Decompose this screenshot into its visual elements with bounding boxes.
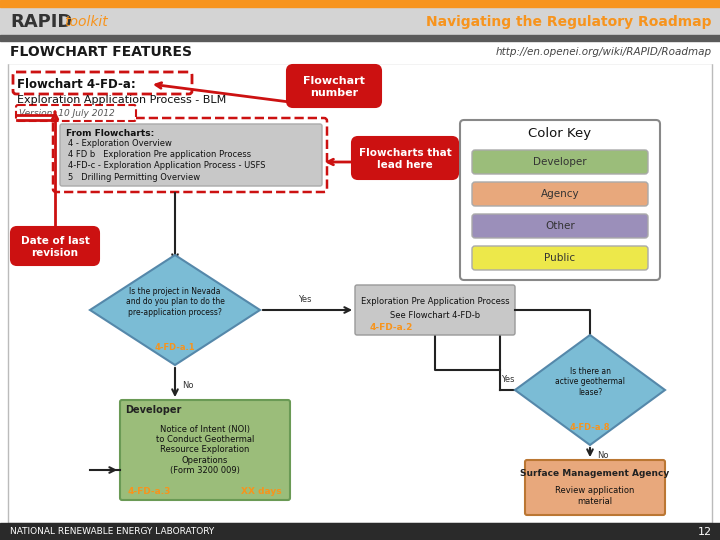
Text: 4-FD-c - Exploration Application Process - USFS: 4-FD-c - Exploration Application Process… [68,161,266,171]
Text: No: No [182,381,194,389]
Text: http://en.openei.org/wiki/RAPID/Roadmap: http://en.openei.org/wiki/RAPID/Roadmap [496,47,712,57]
FancyBboxPatch shape [472,182,648,206]
Text: Yes: Yes [298,295,312,304]
Text: Navigating the Regulatory Roadmap: Navigating the Regulatory Roadmap [426,15,712,29]
FancyBboxPatch shape [287,65,381,107]
Text: FLOWCHART FEATURES: FLOWCHART FEATURES [10,45,192,59]
Text: toolkit: toolkit [64,15,108,29]
Text: Developer: Developer [125,405,181,415]
FancyBboxPatch shape [60,124,322,186]
Text: Exploration Application Process - BLM: Exploration Application Process - BLM [17,95,226,105]
Text: 4-FD-a.1: 4-FD-a.1 [155,343,195,353]
Text: Flowcharts that
lead here: Flowcharts that lead here [359,148,451,170]
Text: Version: 10 July 2012: Version: 10 July 2012 [19,110,114,118]
Text: NATIONAL RENEWABLE ENERGY LABORATORY: NATIONAL RENEWABLE ENERGY LABORATORY [10,528,215,537]
FancyBboxPatch shape [53,118,327,192]
FancyBboxPatch shape [120,400,290,500]
FancyBboxPatch shape [352,137,458,179]
Text: Agency: Agency [541,189,580,199]
FancyBboxPatch shape [472,246,648,270]
FancyBboxPatch shape [16,105,136,121]
Text: Notice of Intent (NOI)
to Conduct Geothermal
Resource Exploration
Operations
(Fo: Notice of Intent (NOI) to Conduct Geothe… [156,424,254,475]
Text: 4 FD b   Exploration Pre application Process: 4 FD b Exploration Pre application Proce… [68,150,251,159]
Text: Date of last
revision: Date of last revision [21,236,89,258]
Text: 4 - Exploration Overview: 4 - Exploration Overview [68,138,172,147]
FancyBboxPatch shape [525,460,665,515]
Bar [0,35,720,41]
FancyBboxPatch shape [472,150,648,174]
Text: Other: Other [545,221,575,231]
Bar [0,0,720,7]
Text: Is the project in Nevada
and do you plan to do the
pre-application process?: Is the project in Nevada and do you plan… [125,287,225,317]
Bar [0,41,720,63]
Text: Yes: Yes [501,375,515,384]
FancyBboxPatch shape [355,285,515,335]
Text: See Flowchart 4-FD-b: See Flowchart 4-FD-b [390,310,480,320]
Text: 5   Drilling Permitting Overview: 5 Drilling Permitting Overview [68,173,200,182]
Bar [8,63,712,523]
Text: 4-FD-a.3: 4-FD-a.3 [128,487,171,496]
FancyBboxPatch shape [460,120,660,280]
Text: Developer: Developer [534,157,587,167]
Text: Flowchart
number: Flowchart number [303,76,365,98]
Text: Exploration Pre Application Process: Exploration Pre Application Process [361,298,509,307]
Text: From Flowcharts:: From Flowcharts: [66,129,154,138]
Text: Surface Management Agency: Surface Management Agency [521,469,670,478]
Text: XX days: XX days [241,487,282,496]
Text: Is there an
active geothermal
lease?: Is there an active geothermal lease? [555,367,625,397]
Text: 12: 12 [698,527,712,537]
Bar [0,523,720,540]
FancyBboxPatch shape [13,72,192,94]
FancyBboxPatch shape [472,214,648,238]
Bar [0,7,720,35]
Polygon shape [90,255,260,365]
Text: 4-FD-a.2: 4-FD-a.2 [370,322,413,332]
Text: Color Key: Color Key [528,127,592,140]
Text: No: No [597,450,608,460]
Text: Review application
material: Review application material [555,487,635,505]
Text: Public: Public [544,253,575,263]
Text: RAPID: RAPID [10,13,73,31]
FancyBboxPatch shape [11,227,99,265]
Text: Flowchart 4-FD-a:: Flowchart 4-FD-a: [17,78,136,91]
Text: 4-FD-a.8: 4-FD-a.8 [570,423,611,433]
Polygon shape [515,335,665,445]
